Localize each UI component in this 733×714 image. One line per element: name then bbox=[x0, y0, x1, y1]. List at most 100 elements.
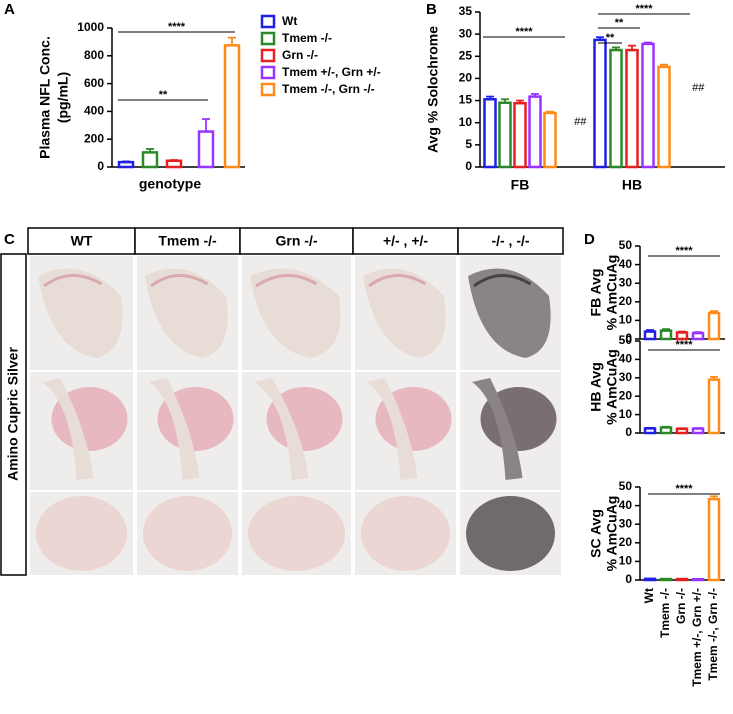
column-header: WT bbox=[71, 233, 93, 249]
bar bbox=[197, 130, 215, 169]
tissue bbox=[149, 378, 200, 480]
significance-label: **** bbox=[635, 3, 653, 15]
x-tick-label: FB bbox=[511, 177, 530, 193]
y-tick-label: 800 bbox=[84, 48, 104, 62]
y-tick-label: 0 bbox=[625, 425, 632, 439]
x-tick-label: Wt bbox=[642, 588, 656, 603]
y-tick-label: 40 bbox=[619, 352, 633, 366]
tissue bbox=[468, 268, 551, 358]
bar bbox=[691, 331, 705, 341]
y-tick-label: 10 bbox=[619, 313, 633, 327]
y-tick-label: 50 bbox=[619, 238, 633, 252]
legend-swatch bbox=[260, 14, 276, 29]
y-tick-label: 50 bbox=[619, 333, 633, 347]
bar bbox=[513, 101, 527, 169]
y-tick-label: 200 bbox=[84, 131, 104, 145]
y-tick-label: 50 bbox=[619, 479, 633, 493]
significance-label: ** bbox=[615, 17, 624, 29]
y-tick-label: 0 bbox=[97, 159, 104, 173]
tissue bbox=[145, 268, 228, 358]
legend-label: Grn -/- bbox=[282, 48, 318, 62]
bar bbox=[659, 329, 673, 341]
y-tick-label: 20 bbox=[619, 388, 633, 402]
y-axis-label: Avg % Solochrome bbox=[425, 26, 441, 153]
legend-swatch bbox=[260, 31, 276, 46]
y-tick-label: 15 bbox=[459, 93, 473, 107]
bar bbox=[641, 42, 655, 169]
y-axis-label: % AmCuAg bbox=[604, 255, 620, 331]
y-tick-label: 20 bbox=[619, 535, 633, 549]
bar bbox=[707, 497, 721, 582]
y-tick-label: 10 bbox=[619, 407, 633, 421]
tissue-detail bbox=[368, 274, 427, 288]
significance-label: ** bbox=[606, 32, 615, 44]
tissue bbox=[36, 496, 127, 571]
legend-label: Tmem +/-, Grn +/- bbox=[282, 65, 381, 79]
column-header-box bbox=[239, 227, 354, 255]
bar bbox=[707, 311, 721, 341]
panel-label: B bbox=[426, 1, 437, 18]
bar bbox=[141, 151, 159, 169]
bar bbox=[165, 159, 183, 169]
bar bbox=[691, 427, 705, 435]
y-tick-label: 0 bbox=[465, 159, 472, 173]
legend-swatch bbox=[260, 82, 276, 97]
column-header: -/- , -/- bbox=[491, 233, 529, 249]
bar bbox=[543, 111, 557, 169]
bar bbox=[483, 97, 497, 169]
tissue bbox=[254, 378, 309, 480]
tissue-detail bbox=[255, 274, 318, 288]
y-axis-label: % AmCuAg bbox=[604, 496, 620, 572]
significance-label: **** bbox=[675, 483, 693, 495]
y-tick-label: 35 bbox=[459, 4, 473, 18]
column-header: Grn -/- bbox=[276, 233, 318, 249]
x-tick-label: Tmem -/- bbox=[658, 588, 672, 638]
y-tick-label: 30 bbox=[619, 516, 633, 530]
tissue bbox=[42, 378, 94, 480]
y-tick-label: 0 bbox=[625, 572, 632, 586]
tissue bbox=[363, 268, 446, 358]
bar bbox=[498, 101, 512, 169]
tissue-detail bbox=[150, 274, 209, 288]
tissue bbox=[250, 268, 341, 358]
tissue bbox=[466, 496, 555, 571]
y-axis-label: HB Avg bbox=[588, 362, 604, 412]
significance-label: ## bbox=[692, 82, 705, 94]
x-tick-label: HB bbox=[622, 177, 642, 193]
bar bbox=[657, 65, 671, 169]
bar bbox=[609, 48, 623, 169]
tissue bbox=[472, 378, 523, 480]
legend-label: Wt bbox=[282, 14, 297, 28]
x-tick-label: Tmem +/-, Grn +/- bbox=[690, 588, 704, 687]
tissue bbox=[361, 496, 450, 571]
legend-label: Tmem -/-, Grn -/- bbox=[282, 82, 375, 96]
column-header: Tmem -/- bbox=[158, 233, 217, 249]
y-tick-label: 20 bbox=[619, 294, 633, 308]
y-tick-label: 1000 bbox=[77, 20, 104, 34]
y-tick-label: 400 bbox=[84, 104, 104, 118]
legend-swatch bbox=[260, 65, 276, 80]
bar bbox=[223, 44, 241, 169]
y-tick-label: 5 bbox=[465, 137, 472, 151]
bar bbox=[707, 378, 721, 435]
bar bbox=[675, 427, 689, 435]
y-axis-label: FB Avg bbox=[588, 269, 604, 317]
significance-label: **** bbox=[515, 26, 533, 38]
y-tick-label: 10 bbox=[619, 554, 633, 568]
legend-swatch bbox=[260, 48, 276, 63]
significance-label: **** bbox=[168, 21, 186, 33]
significance-label: **** bbox=[675, 245, 693, 257]
y-tick-label: 10 bbox=[459, 115, 473, 129]
significance-label: ** bbox=[159, 89, 168, 101]
panel-label: A bbox=[4, 1, 15, 18]
y-axis-label: SC Avg bbox=[588, 509, 604, 558]
y-tick-label: 40 bbox=[619, 257, 633, 271]
column-header-box bbox=[134, 227, 241, 255]
y-tick-label: 600 bbox=[84, 76, 104, 90]
significance-label: **** bbox=[675, 339, 693, 351]
bar bbox=[593, 38, 607, 169]
column-header-box bbox=[457, 227, 564, 255]
x-axis-label: genotype bbox=[139, 176, 201, 192]
